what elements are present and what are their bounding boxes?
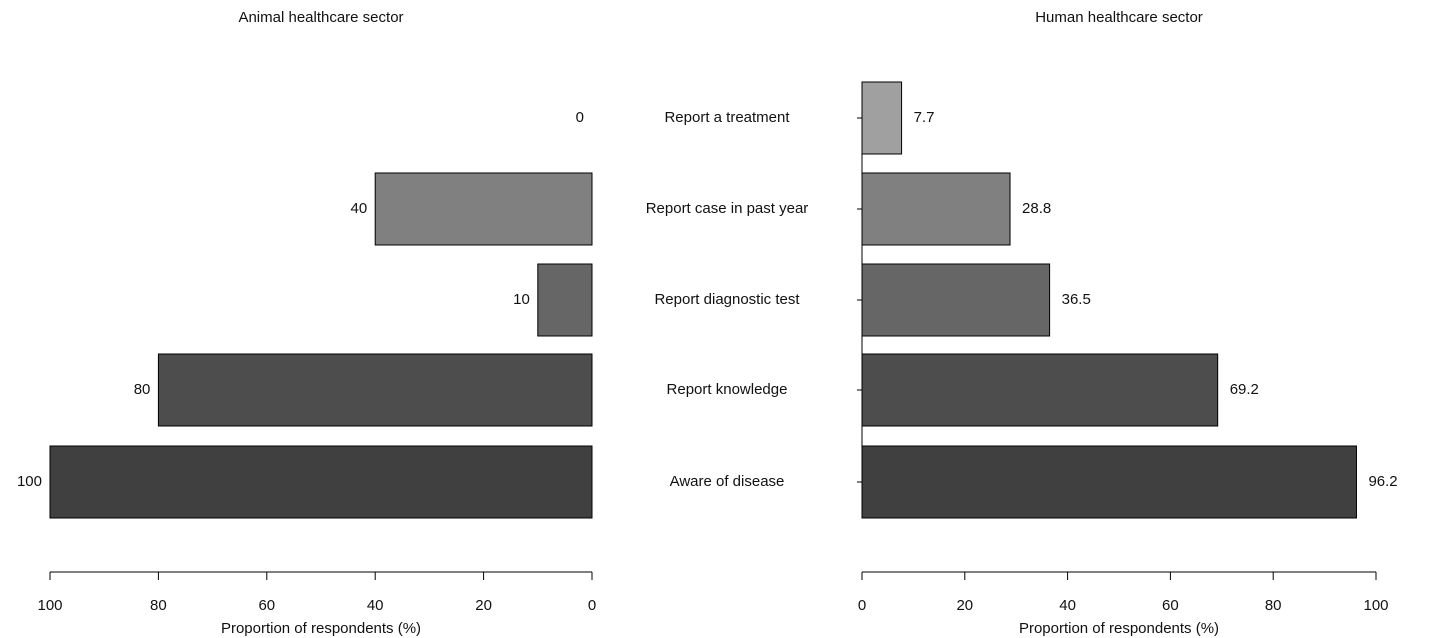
- bar: [157, 353, 593, 427]
- category-label: Report a treatment: [664, 109, 790, 126]
- bar: [537, 263, 593, 337]
- x-axis-label: Proportion of respondents (%): [221, 620, 421, 637]
- x-tick-label: 40: [367, 597, 384, 614]
- x-tick-label: 20: [956, 597, 973, 614]
- x-tick-label: 0: [588, 597, 596, 614]
- value-label: 0: [576, 109, 584, 126]
- value-label: 10: [513, 291, 530, 308]
- category-label: Report knowledge: [667, 381, 788, 398]
- bar: [374, 172, 593, 246]
- x-tick-label: 100: [1363, 597, 1388, 614]
- x-tick-label: 80: [150, 597, 167, 614]
- x-tick-label: 20: [475, 597, 492, 614]
- value-label: 100: [17, 473, 42, 490]
- bar: [861, 172, 1011, 246]
- value-label: 7.7: [914, 109, 935, 126]
- x-tick-label: 100: [37, 597, 62, 614]
- x-tick-label: 60: [258, 597, 275, 614]
- value-label: 80: [134, 381, 151, 398]
- x-tick-label: 0: [858, 597, 866, 614]
- value-label: 36.5: [1062, 291, 1091, 308]
- bar: [861, 445, 1357, 519]
- category-label: Aware of disease: [670, 473, 785, 490]
- x-axis-label: Proportion of respondents (%): [1019, 620, 1219, 637]
- category-label: Report diagnostic test: [654, 291, 800, 308]
- chart-title: Human healthcare sector: [1035, 9, 1203, 26]
- bar: [49, 445, 593, 519]
- bar: [861, 263, 1051, 337]
- category-label: Report case in past year: [646, 200, 809, 217]
- bar: [861, 81, 903, 155]
- chart-title: Animal healthcare sector: [238, 9, 403, 26]
- value-label: 40: [351, 200, 368, 217]
- bar: [861, 353, 1219, 427]
- value-label: 28.8: [1022, 200, 1051, 217]
- x-tick-label: 40: [1059, 597, 1076, 614]
- value-label: 69.2: [1230, 381, 1259, 398]
- value-label: 96.2: [1368, 473, 1397, 490]
- x-tick-label: 60: [1162, 597, 1179, 614]
- x-tick-label: 80: [1265, 597, 1282, 614]
